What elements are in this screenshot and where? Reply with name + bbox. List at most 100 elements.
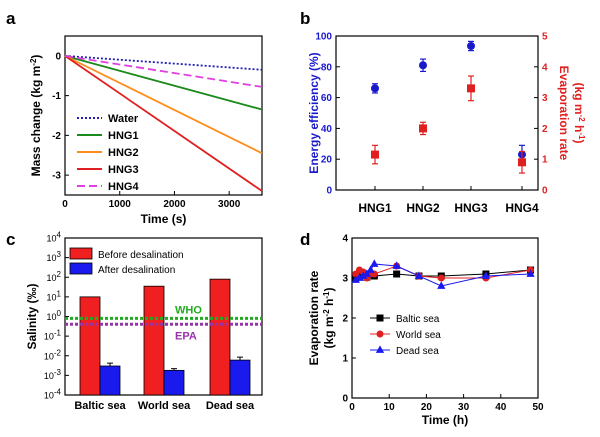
y-tick-label-c: 104 xyxy=(47,230,62,244)
x-tick-label-a: 3000 xyxy=(218,199,241,210)
y-axis-title-d: Evaporation rate xyxy=(307,270,321,365)
y2-units-end: ) xyxy=(572,139,586,143)
series-line-hng4 xyxy=(64,54,263,88)
data-point-d-circle xyxy=(437,274,445,282)
category-label-hng4: HNG4 xyxy=(505,201,539,215)
series-line-hng2 xyxy=(64,55,263,155)
data-point-d-triangle xyxy=(437,281,446,289)
y-tick-exp-c: -2 xyxy=(54,348,62,357)
y-tick-label-c: 100 xyxy=(47,309,62,323)
bar-0 xyxy=(209,278,231,396)
y2-units-part: (kg m xyxy=(572,83,586,115)
data-point-d-triangle xyxy=(526,269,535,277)
y-axis-title-a-sup: -2 xyxy=(29,58,38,66)
legend-label-c: After desalination xyxy=(98,265,175,276)
bar-0 xyxy=(143,285,165,396)
plot-area-b xyxy=(335,35,539,191)
reference-label-epa: EPA xyxy=(175,330,197,342)
y-tick-label-d: 2 xyxy=(342,314,348,325)
bar-1 xyxy=(163,369,185,396)
legend-label-water: Water xyxy=(108,113,139,125)
legend-label-hng1: HNG1 xyxy=(108,130,139,142)
category-label-c: Dead sea xyxy=(206,400,255,412)
x-tick-label-a: 0 xyxy=(62,199,68,210)
y-tick-label-c: 103 xyxy=(47,250,62,264)
series-line-water xyxy=(64,54,263,71)
plot-area-a xyxy=(64,35,263,196)
y2-units-sup: -1 xyxy=(578,132,587,140)
panel-d: d 0 10 20 30 40 50 0 1 2 3 4 Time (h) Evaporation rat… xyxy=(300,230,544,427)
y-tick-exp-c: 1 xyxy=(57,289,62,298)
y2-tick-label-b: 1 xyxy=(542,155,548,166)
data-point-square xyxy=(419,124,427,133)
y-axis-title-b: Energy efficiency (%) xyxy=(307,52,321,173)
series-line-hng1 xyxy=(64,55,263,111)
category-label-c: Baltic sea xyxy=(74,400,126,412)
y-tick-label-d: 1 xyxy=(342,354,348,365)
x-tick-label-d: 20 xyxy=(421,402,433,413)
panel-letter-a: a xyxy=(6,9,16,28)
y-units-part-d: (kg m xyxy=(322,316,336,348)
data-point-circle xyxy=(371,84,379,93)
y-tick-exp-c: 0 xyxy=(57,309,62,318)
data-point-d-triangle xyxy=(370,259,379,267)
y-tick-label-b: 80 xyxy=(321,62,333,73)
y-tick-exp-c: -1 xyxy=(54,328,62,337)
legend-swatch-c xyxy=(69,247,93,260)
y2-tick-label-b: 2 xyxy=(542,124,548,135)
legend-swatch-marker-d xyxy=(376,314,384,322)
data-point-d-triangle xyxy=(481,271,491,279)
y-tick-label-b: 100 xyxy=(315,32,332,43)
data-point-circle xyxy=(467,42,475,51)
y-axis-title-a-end: ) xyxy=(29,55,43,59)
legend-label-d: Baltic sea xyxy=(396,314,440,325)
y2-tick-label-b: 4 xyxy=(542,62,548,73)
y-tick-label-d: 4 xyxy=(342,234,348,245)
category-label-hng1: HNG1 xyxy=(358,201,392,215)
legend-label-c: Before desalination xyxy=(98,250,184,261)
y-tick-label-d: 3 xyxy=(342,274,348,285)
y-tick-exp-c: 3 xyxy=(57,250,62,259)
legend-swatch-marker-d xyxy=(376,330,384,338)
y-tick-exp-c: -4 xyxy=(54,387,62,396)
y-tick-label-c: 10-1 xyxy=(44,328,62,342)
category-label-c: World sea xyxy=(138,400,191,412)
legend-label-d: World sea xyxy=(396,330,441,341)
y-tick-exp-c: -3 xyxy=(54,367,62,376)
y2-axis-title-b: Evaporation rate xyxy=(557,66,571,161)
legend-label-hng3: HNG3 xyxy=(108,164,139,176)
data-point-square xyxy=(467,84,475,93)
y-tick-label-d: 0 xyxy=(342,394,348,405)
y-tick-exp-c: 4 xyxy=(57,230,62,239)
y-units-sup-d: -2 xyxy=(322,309,331,317)
panel-letter-c: c xyxy=(6,230,15,249)
data-point-square xyxy=(518,158,526,167)
y-tick-label-b: 0 xyxy=(326,186,332,197)
x-tick-label-d: 50 xyxy=(532,402,544,413)
data-point-d-square xyxy=(393,270,401,278)
data-point-d-triangle xyxy=(414,271,424,279)
panel-c: c10-410-310-210-1100101102103104Salinity… xyxy=(6,230,263,412)
y-tick-label-c: 102 xyxy=(47,269,62,283)
legend-swatch-marker-d xyxy=(375,345,385,353)
category-label-hng2: HNG2 xyxy=(406,201,440,215)
reference-label-who: WHO xyxy=(175,304,202,316)
data-point-d-triangle xyxy=(362,269,372,277)
y-tick-label-c: 10-4 xyxy=(44,387,62,401)
y-units-mid-d: h xyxy=(322,299,336,310)
y-tick-label-a: -3 xyxy=(52,171,61,182)
x-axis-title-d: Time (h) xyxy=(422,413,468,427)
y2-units-sup: -2 xyxy=(578,115,587,123)
y-units-sup-d: -1 xyxy=(322,291,331,299)
y-axis-title-d-units: (kg m-2 h-1) xyxy=(322,288,337,349)
y-tick-label-b: 40 xyxy=(321,124,333,135)
y-axis-title-c: Salinity (‰) xyxy=(25,283,39,349)
y-units-end-d: ) xyxy=(322,288,336,292)
data-point-circle xyxy=(419,61,427,70)
y2-axis-title-b-units: (kg m-2 h-1) xyxy=(572,83,587,144)
x-tick-label-d: 40 xyxy=(495,402,507,413)
y-tick-label-a: -1 xyxy=(52,91,61,102)
y-axis-title-a-main: Mass change (kg m xyxy=(29,66,43,177)
